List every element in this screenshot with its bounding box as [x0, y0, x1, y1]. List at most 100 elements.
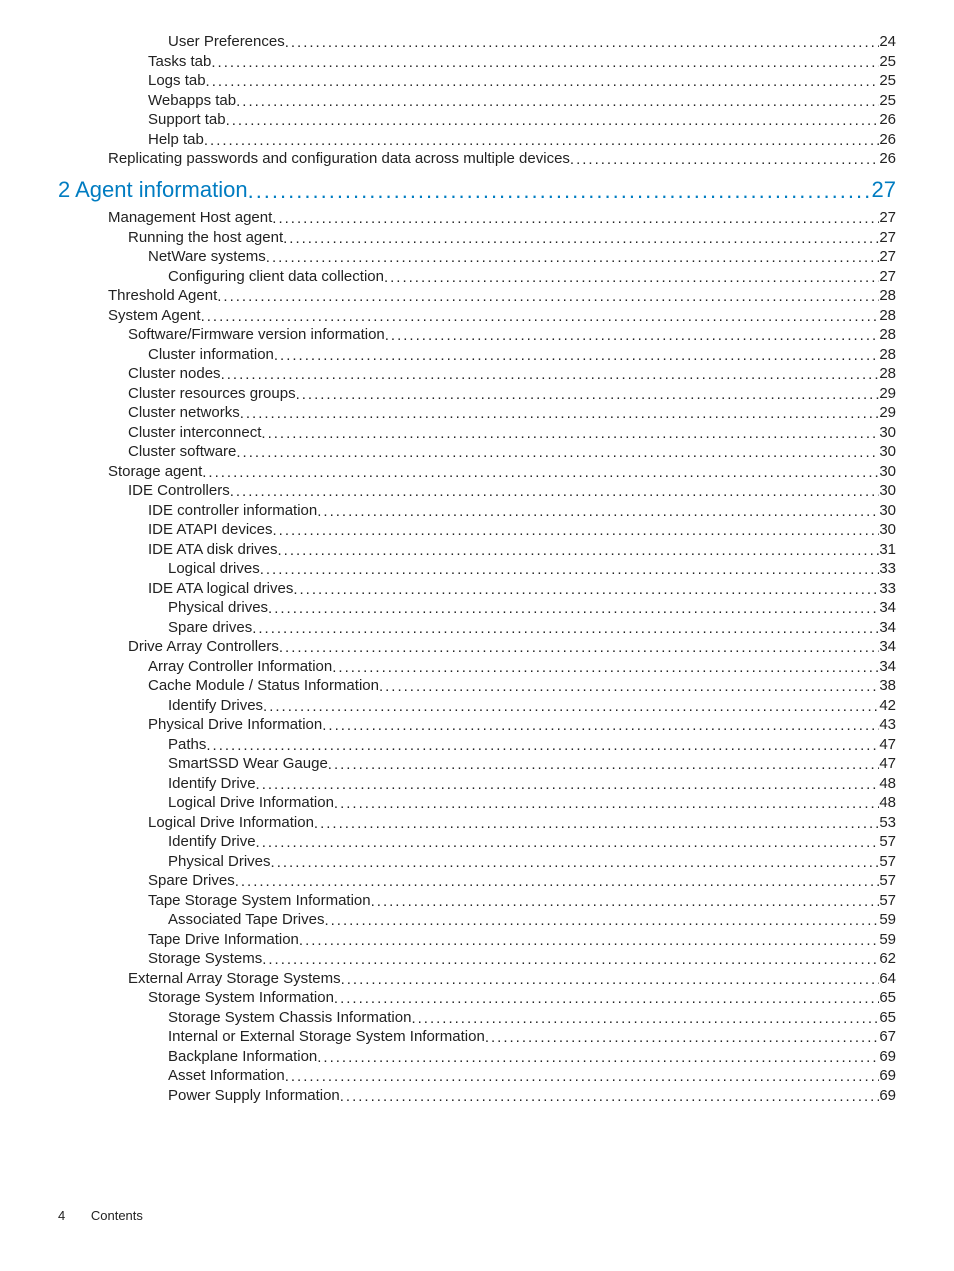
toc-entry-row[interactable]: User Preferences24: [58, 32, 896, 52]
toc-entry-row[interactable]: IDE ATA logical drives33: [58, 579, 896, 599]
toc-entry-row[interactable]: IDE ATAPI devices 30: [58, 520, 896, 540]
toc-entry-row[interactable]: Webapps tab25: [58, 91, 896, 111]
toc-entry-row[interactable]: Cache Module / Status Information38: [58, 676, 896, 696]
toc-entry-page: 64: [879, 969, 896, 989]
toc-entry-row[interactable]: Physical Drives57: [58, 852, 896, 872]
toc-entry-row[interactable]: Array Controller Information 34: [58, 657, 896, 677]
toc-entry-page: 47: [879, 735, 896, 755]
toc-entry-row[interactable]: Threshold Agent28: [58, 286, 896, 306]
toc-entry-row[interactable]: Cluster information28: [58, 345, 896, 365]
toc-entry-row[interactable]: IDE Controllers30: [58, 481, 896, 501]
toc-leader-dots: [240, 404, 880, 423]
toc-entry-page: 34: [879, 618, 896, 638]
toc-entry-row[interactable]: Software/Firmware version information28: [58, 325, 896, 345]
toc-entry-page: 30: [879, 423, 896, 443]
toc-entry-page: 48: [879, 793, 896, 813]
toc-entry-row[interactable]: IDE ATA disk drives31: [58, 540, 896, 560]
toc-entry-page: 38: [879, 676, 896, 696]
toc-entry-label: NetWare systems: [148, 247, 266, 267]
toc-entry-label: Management Host agent: [108, 208, 272, 228]
toc-entry-row[interactable]: Management Host agent27: [58, 208, 896, 228]
toc-entry-page: 27: [879, 267, 896, 287]
toc-entry-row[interactable]: Cluster networks29: [58, 403, 896, 423]
toc-entry-row[interactable]: Identify Drive48: [58, 774, 896, 794]
toc-entry-row[interactable]: NetWare systems27: [58, 247, 896, 267]
toc-leader-dots: [411, 1009, 879, 1028]
toc-entry-row[interactable]: Cluster nodes28: [58, 364, 896, 384]
toc-entry-label: Spare Drives: [148, 871, 235, 891]
toc-leader-dots: [256, 833, 880, 852]
toc-entry-row[interactable]: Logs tab25: [58, 71, 896, 91]
toc-entry-row[interactable]: Spare drives34: [58, 618, 896, 638]
toc-leader-dots: [332, 658, 879, 677]
toc-entry-row[interactable]: IDE controller information30: [58, 501, 896, 521]
toc-entry-row[interactable]: Running the host agent 27: [58, 228, 896, 248]
toc-entry-row[interactable]: Backplane Information69: [58, 1047, 896, 1067]
toc-leader-dots: [204, 131, 879, 150]
toc-entry-row[interactable]: Identify Drive57: [58, 832, 896, 852]
toc-entry-page: 29: [879, 403, 896, 423]
toc-entry-row[interactable]: Support tab26: [58, 110, 896, 130]
toc-entry-page: 26: [879, 130, 896, 150]
toc-entry-page: 25: [879, 71, 896, 91]
toc-entry-row[interactable]: Spare Drives57: [58, 871, 896, 891]
toc-leader-dots: [271, 853, 880, 872]
toc-entry-row[interactable]: Storage System Chassis Information65: [58, 1008, 896, 1028]
toc-entry-row[interactable]: System Agent28: [58, 306, 896, 326]
toc-entry-row[interactable]: Drive Array Controllers 34: [58, 637, 896, 657]
toc-entry-label: IDE ATA disk drives: [148, 540, 278, 560]
toc-entry-row[interactable]: Paths 47: [58, 735, 896, 755]
toc-entry-row[interactable]: Identify Drives42: [58, 696, 896, 716]
toc-entry-page: 30: [879, 520, 896, 540]
toc-leader-dots: [263, 697, 879, 716]
toc-leader-dots: [340, 1087, 880, 1106]
toc-entry-row[interactable]: Replicating passwords and configuration …: [58, 149, 896, 169]
toc-entry-page: 57: [879, 891, 896, 911]
toc-entry-row[interactable]: Power Supply Information69: [58, 1086, 896, 1106]
toc-entry-page: 27: [879, 228, 896, 248]
toc-entry-row[interactable]: Logical Drive Information53: [58, 813, 896, 833]
toc-entry-page: 25: [879, 91, 896, 111]
toc-leader-dots: [341, 970, 880, 989]
toc-entry-label: IDE ATAPI devices: [148, 520, 273, 540]
toc-entry-row[interactable]: Associated Tape Drives59: [58, 910, 896, 930]
toc-leader-dots: [385, 326, 880, 345]
toc-entry-page: 34: [879, 637, 896, 657]
toc-entry-row[interactable]: Tape Drive Information59: [58, 930, 896, 950]
toc-heading-row[interactable]: 2 Agent information27: [58, 175, 896, 205]
toc-entry-label: Support tab: [148, 110, 226, 130]
toc-entry-label: Paths: [168, 735, 206, 755]
toc-entry-row[interactable]: Logical drives 33: [58, 559, 896, 579]
toc-leader-dots: [317, 1048, 879, 1067]
toc-entry-label: Storage System Chassis Information: [168, 1008, 411, 1028]
toc-leader-dots: [202, 463, 879, 482]
toc-entry-row[interactable]: Cluster resources groups29: [58, 384, 896, 404]
toc-entry-row[interactable]: Physical Drive Information43: [58, 715, 896, 735]
toc-entry-row[interactable]: External Array Storage Systems64: [58, 969, 896, 989]
toc-entry-row[interactable]: Help tab26: [58, 130, 896, 150]
toc-entry-row[interactable]: Cluster software30: [58, 442, 896, 462]
toc-entry-label: Drive Array Controllers: [128, 637, 279, 657]
toc-entry-row[interactable]: Configuring client data collection 27: [58, 267, 896, 287]
toc-entry-row[interactable]: Internal or External Storage System Info…: [58, 1027, 896, 1047]
toc-entry-page: 28: [879, 345, 896, 365]
toc-entry-page: 69: [879, 1086, 896, 1106]
toc-entry-label: Physical Drive Information: [148, 715, 322, 735]
toc-leader-dots: [262, 950, 879, 969]
toc-entry-label: Running the host agent: [128, 228, 283, 248]
toc-entry-row[interactable]: Tape Storage System Information57: [58, 891, 896, 911]
toc-leader-dots: [384, 268, 879, 287]
toc-entry-row[interactable]: Asset Information69: [58, 1066, 896, 1086]
toc-entry-label: Replicating passwords and configuration …: [108, 149, 570, 169]
toc-leader-dots: [221, 365, 880, 384]
toc-entry-row[interactable]: Cluster interconnect30: [58, 423, 896, 443]
toc-entry-row[interactable]: Storage Systems62: [58, 949, 896, 969]
toc-entry-row[interactable]: Logical Drive Information48: [58, 793, 896, 813]
toc-entry-label: Cluster nodes: [128, 364, 221, 384]
toc-entry-row[interactable]: Tasks tab25: [58, 52, 896, 72]
toc-entry-row[interactable]: SmartSSD Wear Gauge47: [58, 754, 896, 774]
toc-leader-dots: [570, 150, 879, 169]
toc-entry-row[interactable]: Storage agent30: [58, 462, 896, 482]
toc-entry-row[interactable]: Physical drives34: [58, 598, 896, 618]
toc-entry-row[interactable]: Storage System Information65: [58, 988, 896, 1008]
